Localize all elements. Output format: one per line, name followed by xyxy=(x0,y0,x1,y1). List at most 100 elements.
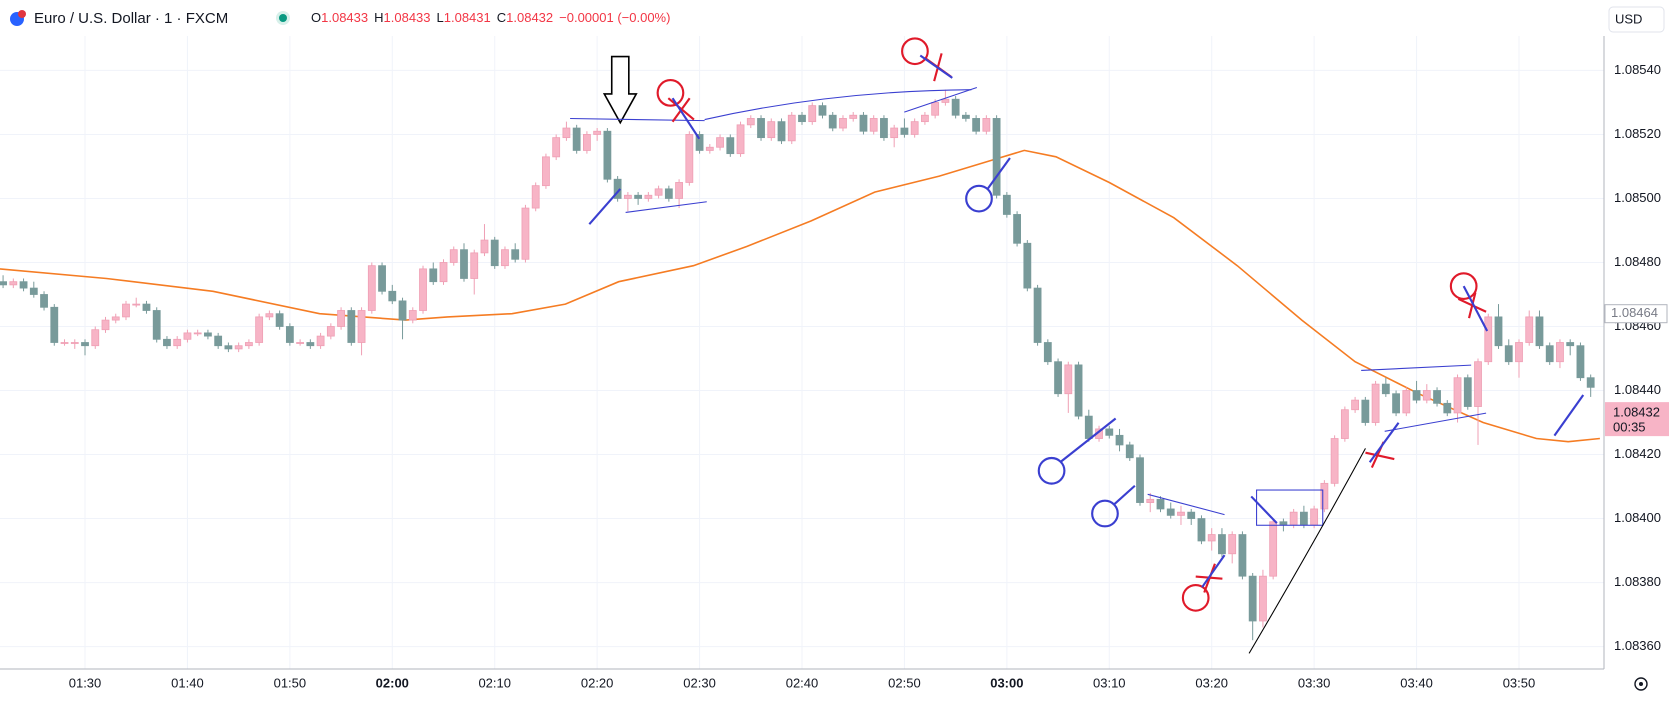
candle-body xyxy=(583,134,591,151)
x-tick-label: 03:30 xyxy=(1298,675,1331,690)
candle-body xyxy=(1115,434,1124,446)
ohlc-key: H xyxy=(374,10,383,25)
candle-body xyxy=(1463,377,1472,407)
candle-body xyxy=(1443,402,1452,414)
candle-body xyxy=(818,105,827,116)
candle-body xyxy=(890,127,899,139)
candle-body xyxy=(1566,342,1575,347)
ohlc-value: 1.08433 xyxy=(321,10,368,25)
marker-price-box xyxy=(1604,304,1668,324)
stroke xyxy=(1201,554,1226,588)
candle-body xyxy=(1381,383,1390,395)
currency-label[interactable]: USD xyxy=(1615,11,1642,26)
x-tick-label: 02:10 xyxy=(478,675,511,690)
change: −0.00001 (−0.00%) xyxy=(559,10,670,25)
candle-body xyxy=(1340,409,1349,439)
candle-body xyxy=(1289,511,1298,526)
candle-body xyxy=(982,118,991,132)
candle-body xyxy=(142,303,151,311)
candle-body xyxy=(1279,521,1288,526)
candle-body xyxy=(204,332,212,337)
candle-body xyxy=(1207,534,1216,542)
chart-title: Euro / U.S. Dollar · 1 · FXCM xyxy=(34,10,228,27)
candle-body xyxy=(1586,377,1595,388)
candle-body xyxy=(111,316,120,321)
axes: 1.08360 1.08380 1.08400 1.08420 1.08440 1.084… xyxy=(0,36,1661,691)
last-price-box xyxy=(1605,402,1669,437)
candle-body xyxy=(880,118,888,139)
circle-marker xyxy=(1449,272,1478,300)
settings-icon[interactable] xyxy=(1634,677,1648,691)
candle-body xyxy=(1330,438,1339,484)
candle-body xyxy=(1412,390,1421,401)
candle-body xyxy=(1556,342,1564,363)
candle-body xyxy=(1023,242,1032,289)
candle-body xyxy=(644,194,653,199)
x-tick-label: 02:00 xyxy=(376,675,409,690)
ohlc-legend: O1.08433 H1.08433 L1.08431 C1.08432 −0.00001… xyxy=(311,10,670,25)
currency-button[interactable] xyxy=(1608,6,1665,33)
ohlc-value: 1.08431 xyxy=(444,10,491,25)
candle-body xyxy=(224,345,233,350)
y-tick-label: 1.08400 xyxy=(1614,510,1661,525)
trendline xyxy=(1147,493,1225,516)
trendline xyxy=(1361,364,1472,371)
candle-body xyxy=(1248,575,1257,622)
candle-body xyxy=(736,124,745,155)
stroke xyxy=(1462,285,1489,332)
stroke xyxy=(986,157,1011,190)
candle-body xyxy=(285,326,294,343)
x-tick-label: 01:50 xyxy=(274,675,307,690)
candle-body xyxy=(306,342,315,347)
candle-body xyxy=(1074,364,1083,417)
y-tick-label: 1.08480 xyxy=(1614,254,1661,269)
y-tick-label: 1.08540 xyxy=(1614,62,1661,77)
legend-header: Euro / U.S. Dollar · 1 · FXCM O1.08433 H1… xyxy=(10,6,1665,33)
candle-body xyxy=(193,332,202,335)
candle-body xyxy=(173,338,182,347)
candle-body xyxy=(859,114,868,132)
ohlc-key: C xyxy=(497,10,506,25)
candle-body xyxy=(244,342,253,347)
x-tick-label: 03:00 xyxy=(990,675,1023,690)
candle-body xyxy=(1484,316,1493,363)
candle-body xyxy=(961,114,970,119)
candle-body xyxy=(1166,508,1175,516)
candle-body xyxy=(685,134,694,183)
candle-body xyxy=(511,249,520,260)
grid xyxy=(0,36,1604,669)
candle-body xyxy=(388,290,397,302)
candle-body xyxy=(9,281,18,286)
ohlc-value: 1.08432 xyxy=(506,10,553,25)
candles xyxy=(0,89,1595,641)
candle-body xyxy=(480,239,489,254)
candle-body xyxy=(1259,575,1267,622)
candle-body xyxy=(255,316,264,343)
candle-body xyxy=(1033,287,1042,343)
trendline xyxy=(704,89,972,121)
candle-body xyxy=(367,265,376,311)
candle-body xyxy=(1136,457,1144,503)
candle-body xyxy=(675,182,683,199)
candle-body xyxy=(1310,508,1319,526)
countdown-label: 00:35 xyxy=(1613,420,1646,435)
candle-body xyxy=(593,130,602,135)
candle-body xyxy=(214,335,223,347)
x-tick-label: 03:20 xyxy=(1195,675,1228,690)
candle-body xyxy=(1576,345,1585,379)
trendline xyxy=(570,117,705,122)
drawings xyxy=(570,37,1585,654)
candle-body xyxy=(542,156,550,187)
candle-body xyxy=(623,194,632,199)
candle-body xyxy=(408,310,417,321)
candle-body xyxy=(501,249,509,267)
candle-body xyxy=(29,287,38,295)
candle-body xyxy=(951,98,960,116)
ma-line xyxy=(0,149,1600,443)
candle-body xyxy=(1351,399,1360,411)
candle-body xyxy=(1043,342,1052,363)
y-tick-label: 1.08380 xyxy=(1614,574,1661,589)
candle-body xyxy=(869,118,878,132)
x-tick-label: 02:20 xyxy=(581,675,614,690)
